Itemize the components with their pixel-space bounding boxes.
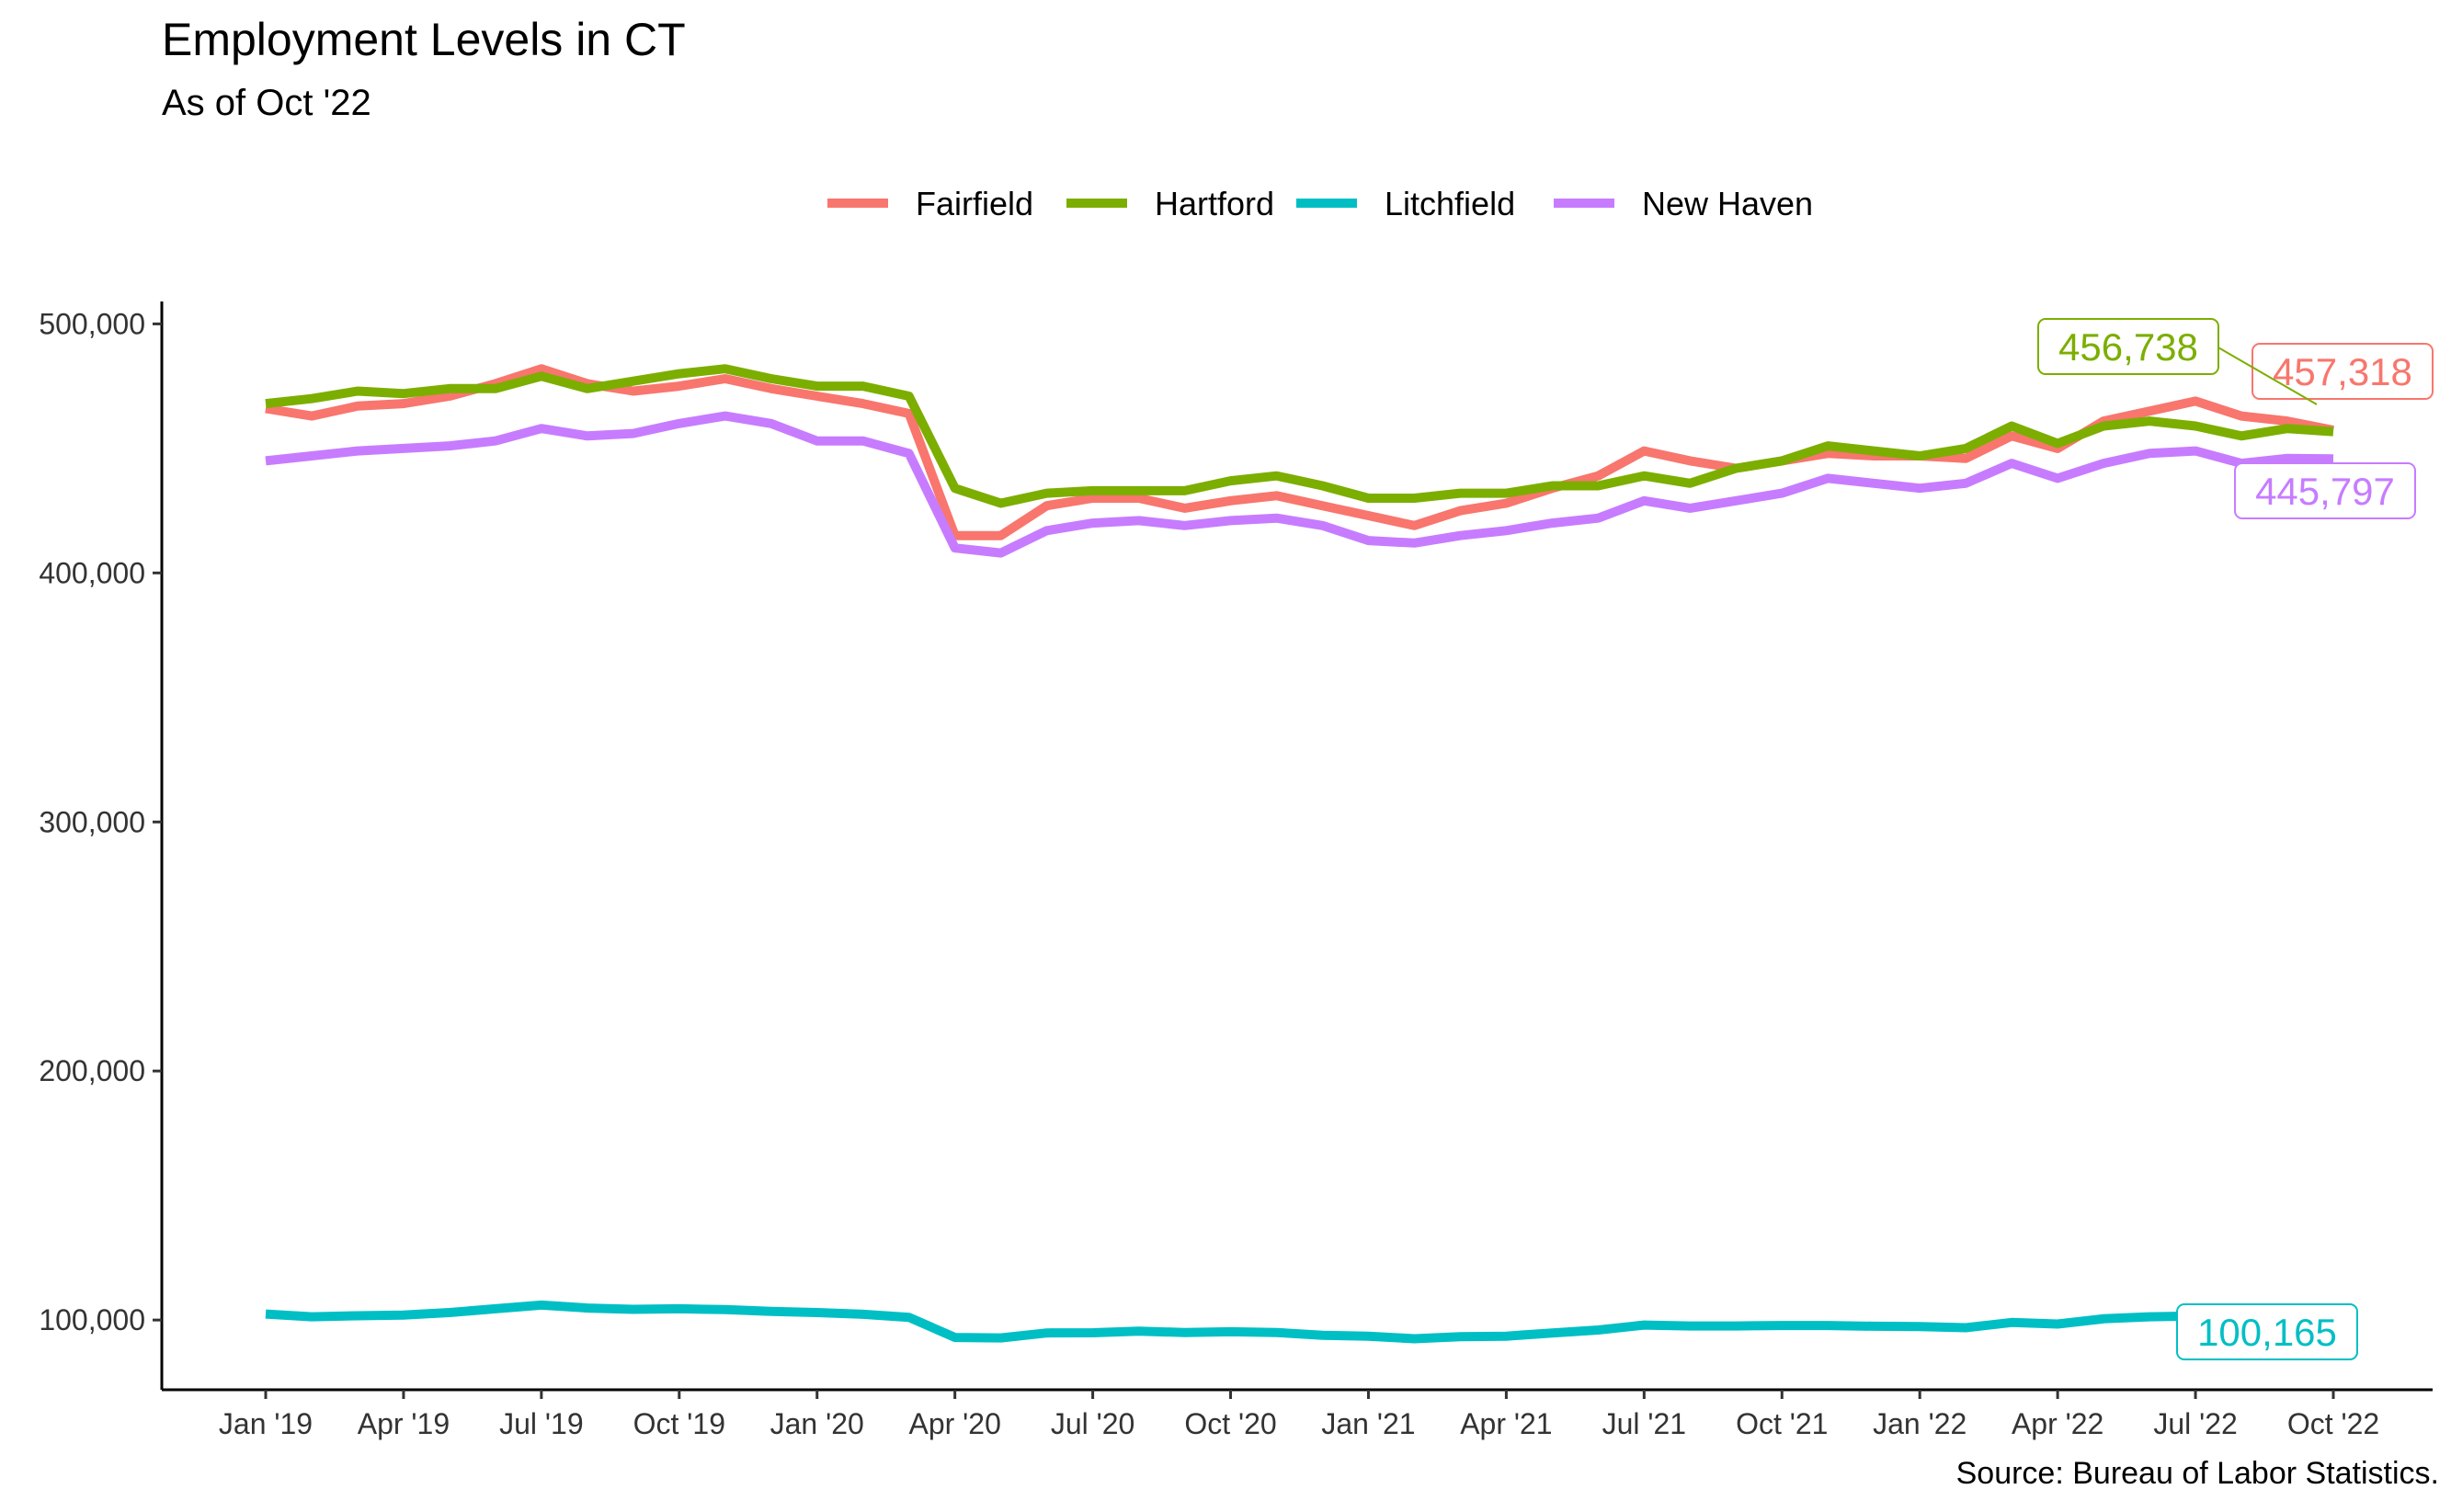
chart-title: Employment Levels in CT (162, 14, 686, 65)
series-line-fairfield (265, 364, 2334, 540)
x-tick-label: Oct '20 (1184, 1407, 1276, 1440)
end-label-new-haven: 445,797 (2234, 462, 2416, 519)
legend-item-litchfield: Litchfield (1296, 185, 1515, 222)
x-tick-label: Oct '22 (2287, 1407, 2379, 1440)
x-tick-label: Apr '22 (2012, 1407, 2103, 1440)
series-line-litchfield (265, 1300, 2334, 1344)
chart-subtitle: As of Oct '22 (162, 83, 371, 123)
x-tick-label: Jul '20 (1051, 1407, 1135, 1440)
legend: Fairfield Hartford Litchfield New Haven (827, 185, 1813, 222)
series-lines (265, 364, 2334, 1344)
end-label-value: 456,738 (2058, 325, 2198, 369)
y-tick-label: 500,000 (39, 307, 145, 340)
series-line-hartford (265, 364, 2334, 508)
legend-item-fairfield: Fairfield (827, 185, 1033, 222)
y-tick-label: 200,000 (39, 1054, 145, 1087)
x-tick-label: Jan '19 (219, 1407, 313, 1440)
source-caption: Source: Bureau of Labor Statistics. (1955, 1456, 2439, 1491)
x-tick-label: Oct '19 (633, 1407, 725, 1440)
end-label-box (2176, 1303, 2358, 1360)
legend-label: Litchfield (1385, 185, 1515, 222)
legend-item-new-haven: New Haven (1554, 185, 1813, 222)
legend-label: Hartford (1155, 185, 1274, 222)
x-tick-label: Oct '21 (1736, 1407, 1828, 1440)
end-label-box (2234, 462, 2416, 519)
series-line-new-haven (265, 411, 2334, 558)
end-label-hartford: 456,738 (2037, 318, 2318, 405)
end-label-value: 100,165 (2197, 1311, 2337, 1354)
y-tick-label: 100,000 (39, 1303, 145, 1336)
x-ticks: Jan '19 Apr '19 Jul '19 Oct '19 Jan '20 Apr '… (219, 1390, 2379, 1440)
y-tick-label: 400,000 (39, 556, 145, 589)
x-tick-label: Jul '21 (1602, 1407, 1687, 1440)
x-tick-label: Jan '21 (1321, 1407, 1415, 1440)
x-tick-label: Jul '19 (499, 1407, 584, 1440)
y-ticks: 100,000 200,000 300,000 400,000 500,000 (39, 307, 162, 1336)
x-tick-label: Jan '22 (1873, 1407, 1966, 1440)
legend-label: New Haven (1642, 185, 1813, 222)
x-tick-label: Apr '21 (1460, 1407, 1552, 1440)
end-label-fairfield: 457,318 (2252, 343, 2434, 400)
end-label-box (2252, 343, 2434, 400)
end-label-litchfield: 100,165 (2176, 1303, 2358, 1360)
x-tick-label: Jul '22 (2153, 1407, 2238, 1440)
end-label-leader (2216, 346, 2318, 405)
x-tick-label: Jan '20 (770, 1407, 864, 1440)
end-label-value: 445,797 (2255, 470, 2395, 513)
x-tick-label: Apr '19 (358, 1407, 450, 1440)
legend-label: Fairfield (916, 185, 1033, 222)
end-label-value: 457,318 (2273, 350, 2412, 393)
end-label-box (2037, 318, 2219, 375)
x-tick-label: Apr '20 (908, 1407, 1000, 1440)
y-tick-label: 300,000 (39, 805, 145, 838)
end-labels: 457,318 456,738 100,165 445,797 (2037, 318, 2434, 1360)
legend-item-hartford: Hartford (1066, 185, 1274, 222)
